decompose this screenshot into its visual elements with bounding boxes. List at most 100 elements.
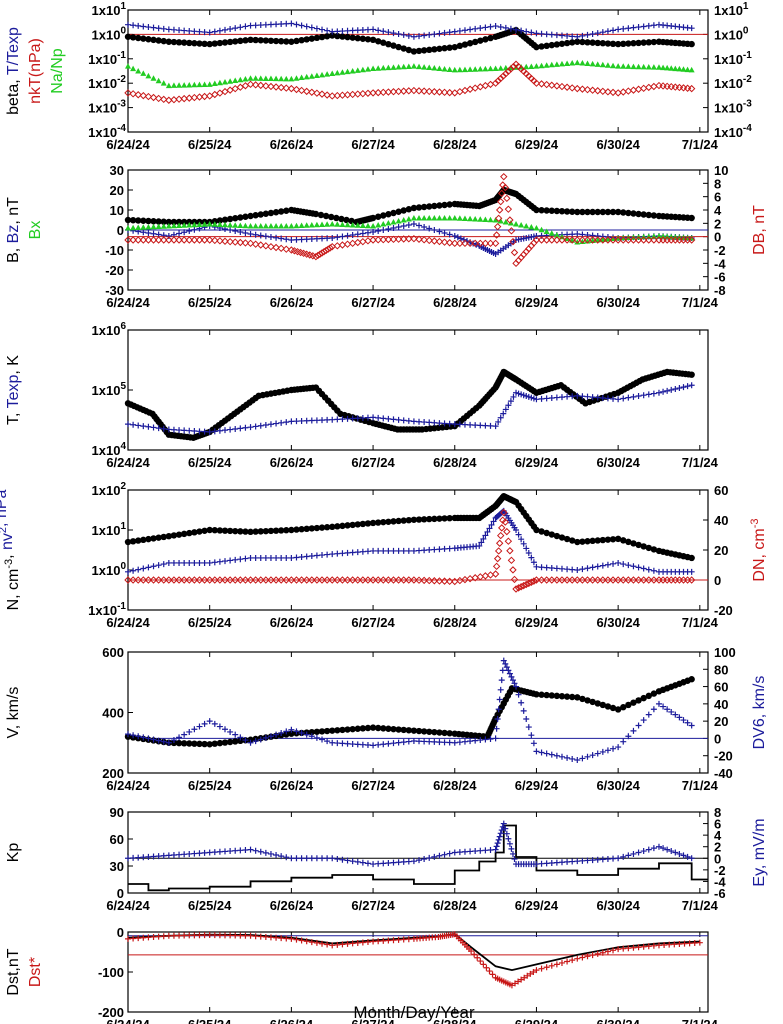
data-point (196, 740, 203, 748)
data-point (145, 24, 152, 31)
data-point (216, 79, 223, 86)
data-point (548, 31, 555, 38)
data-point (140, 217, 147, 224)
data-point (584, 565, 591, 572)
data-point (635, 944, 642, 951)
data-point (257, 528, 264, 535)
data-point (630, 63, 637, 70)
data-point (564, 393, 571, 400)
data-point (563, 236, 571, 244)
data-point (277, 83, 285, 92)
data-point (461, 738, 468, 745)
data-point (599, 748, 606, 755)
y2-tick-label: -2 (714, 863, 726, 878)
data-point (446, 420, 453, 427)
data-point (640, 565, 647, 572)
data-point (349, 415, 356, 422)
data-point (176, 222, 183, 228)
data-point (313, 221, 320, 228)
data-point (530, 740, 537, 747)
data-point (370, 861, 377, 868)
data-point (267, 733, 274, 740)
data-point (359, 576, 367, 584)
data-point (165, 38, 173, 45)
data-point (635, 564, 642, 571)
data-point (191, 740, 198, 747)
data-point (635, 541, 642, 549)
data-point (236, 238, 245, 247)
data-point (329, 28, 336, 35)
data-point (513, 221, 520, 227)
data-point (405, 516, 413, 524)
data-point (614, 706, 622, 713)
data-point (247, 22, 254, 29)
data-point (278, 75, 285, 82)
data-point (395, 64, 402, 70)
y-tick-label: 1x102 (92, 481, 127, 498)
data-point (344, 232, 351, 239)
data-point (421, 64, 428, 70)
data-point (400, 31, 407, 38)
panel-1: 6/24/24 6/25/24 6/26/24 6/27/24 6/28/24 6/29/… (5, 1, 752, 152)
data-point (343, 576, 352, 584)
data-point (523, 63, 530, 70)
data-point (625, 733, 632, 740)
data-point (140, 423, 147, 430)
y2-tick-label: -6 (714, 270, 726, 285)
x-tick-label: 6/28/24 (433, 778, 477, 793)
data-point (324, 855, 331, 862)
data-point (538, 564, 545, 571)
data-point (334, 69, 341, 76)
data-point (426, 728, 433, 735)
data-point (553, 532, 561, 540)
data-point (513, 527, 520, 533)
data-point (543, 964, 550, 971)
data-point (308, 939, 315, 946)
data-point (196, 723, 203, 730)
data-point (515, 978, 522, 985)
data-point (191, 221, 198, 228)
x-tick-label: 6/25/24 (188, 615, 232, 630)
data-point (553, 32, 560, 39)
data-point (251, 576, 260, 584)
data-point (420, 728, 428, 735)
data-point (149, 93, 158, 102)
data-point (165, 82, 172, 89)
data-point (273, 934, 280, 941)
data-point (519, 581, 528, 590)
data-point (589, 752, 596, 759)
data-point (609, 576, 617, 584)
data-point (629, 86, 638, 94)
data-point (488, 521, 495, 528)
data-point (221, 216, 229, 223)
series-v (124, 676, 695, 748)
data-point (277, 208, 285, 215)
data-point (273, 852, 280, 859)
data-point (298, 526, 305, 533)
data-point (446, 231, 453, 238)
data-point (431, 853, 438, 860)
data-point (431, 227, 438, 233)
data-point (186, 529, 193, 537)
data-point (344, 740, 351, 747)
data-point (650, 567, 657, 574)
data-point (589, 208, 596, 216)
data-point (574, 231, 581, 237)
data-point (354, 741, 361, 748)
data-point (262, 210, 270, 217)
data-point (410, 86, 418, 95)
data-point (498, 189, 506, 198)
data-point (486, 968, 493, 975)
data-point (436, 515, 443, 522)
data-point (211, 221, 218, 227)
data-point (687, 236, 696, 244)
data-point (645, 83, 653, 92)
data-point (262, 554, 269, 561)
data-point (175, 739, 183, 747)
data-point (370, 223, 377, 229)
data-point (543, 564, 550, 571)
x-tick-label: 6/25/24 (188, 898, 232, 913)
data-point (553, 565, 560, 572)
y-axis-label: Dst,nT (5, 948, 22, 995)
data-point (494, 547, 503, 555)
